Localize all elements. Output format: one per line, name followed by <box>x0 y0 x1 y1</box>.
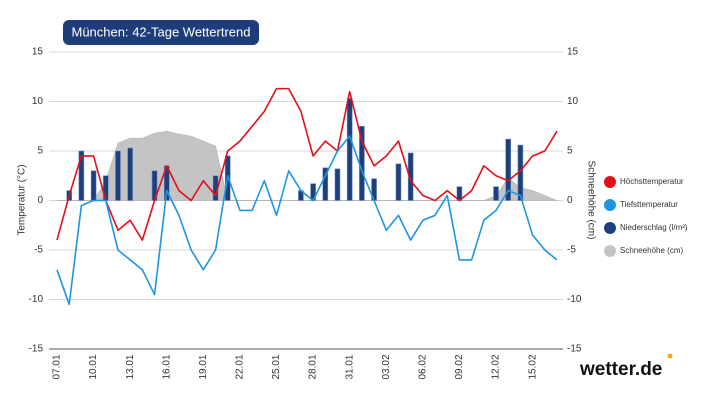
temp-line <box>56 135 558 306</box>
y2-tick-label: 5 <box>567 146 573 157</box>
x-tick-label: 16.01 <box>161 354 172 379</box>
precip-bar <box>322 167 329 201</box>
precip-bar <box>346 98 353 201</box>
legend-label: Niederschlag (l/m²) <box>620 223 688 232</box>
y2-axis-label: Schneehöhe (cm) <box>585 161 596 240</box>
y2-tick-label: -15 <box>567 344 582 355</box>
y-tick-label: 10 <box>32 96 44 107</box>
x-tick-label: 31.01 <box>344 354 355 379</box>
y2-tick-label: 15 <box>567 47 579 58</box>
legend-swatch <box>604 222 616 234</box>
y2-tick-label: -5 <box>567 245 576 256</box>
legend-swatch <box>604 245 616 257</box>
precip-bar <box>334 168 341 201</box>
x-tick-label: 03.02 <box>381 354 392 379</box>
y2-tick-label: 0 <box>567 195 573 206</box>
line-layer <box>56 87 558 306</box>
precip-bar <box>395 163 402 201</box>
temp-line <box>56 87 558 241</box>
y-tick-label: 0 <box>37 195 43 206</box>
x-tick-label: 22.01 <box>235 354 246 379</box>
x-tick-label: 07.01 <box>52 354 63 379</box>
precip-bar <box>407 152 414 201</box>
chart-title: München: 42-Tage Wettertrend <box>72 24 251 39</box>
y-tick-label: -5 <box>34 245 43 256</box>
legend-swatch <box>604 199 616 211</box>
legend-label: Schneehöhe (cm) <box>620 246 683 255</box>
series-layer <box>56 87 558 306</box>
precip-bar <box>78 150 85 201</box>
title-box <box>63 20 259 45</box>
x-tick-label: 10.01 <box>88 354 99 379</box>
legend-swatch <box>604 176 616 188</box>
y-axis-label: Temperatur (°C) <box>17 164 28 235</box>
y-tick-label: -10 <box>29 294 44 305</box>
legend-label: Höchsttemperatur <box>620 177 684 186</box>
precip-bar <box>359 125 365 201</box>
y-tick-label: 15 <box>32 47 44 58</box>
y2-tick-label: 10 <box>567 96 579 107</box>
y2-tick-label: -10 <box>567 294 582 305</box>
x-tick-label: 06.02 <box>417 354 428 379</box>
logo-dot <box>667 353 673 359</box>
precip-bar <box>127 147 133 201</box>
logo: wetter.de <box>579 359 662 380</box>
y-tick-label: 5 <box>37 146 43 157</box>
x-tick-label: 25.01 <box>271 354 282 379</box>
x-tick-label: 09.02 <box>454 354 465 379</box>
precip-bar <box>505 138 512 201</box>
precip-bar <box>115 150 121 201</box>
x-tick-label: 12.02 <box>491 354 502 379</box>
x-tick-label: 15.02 <box>527 354 538 379</box>
precip-bar <box>493 186 499 201</box>
x-tick-label: 19.01 <box>198 354 209 379</box>
y-tick-label: -15 <box>29 344 44 355</box>
x-tick-label: 28.01 <box>308 354 319 379</box>
precip-bar <box>90 170 97 201</box>
x-tick-label: 13.01 <box>125 354 136 379</box>
legend-label: Tiefsttemperatur <box>620 200 678 209</box>
